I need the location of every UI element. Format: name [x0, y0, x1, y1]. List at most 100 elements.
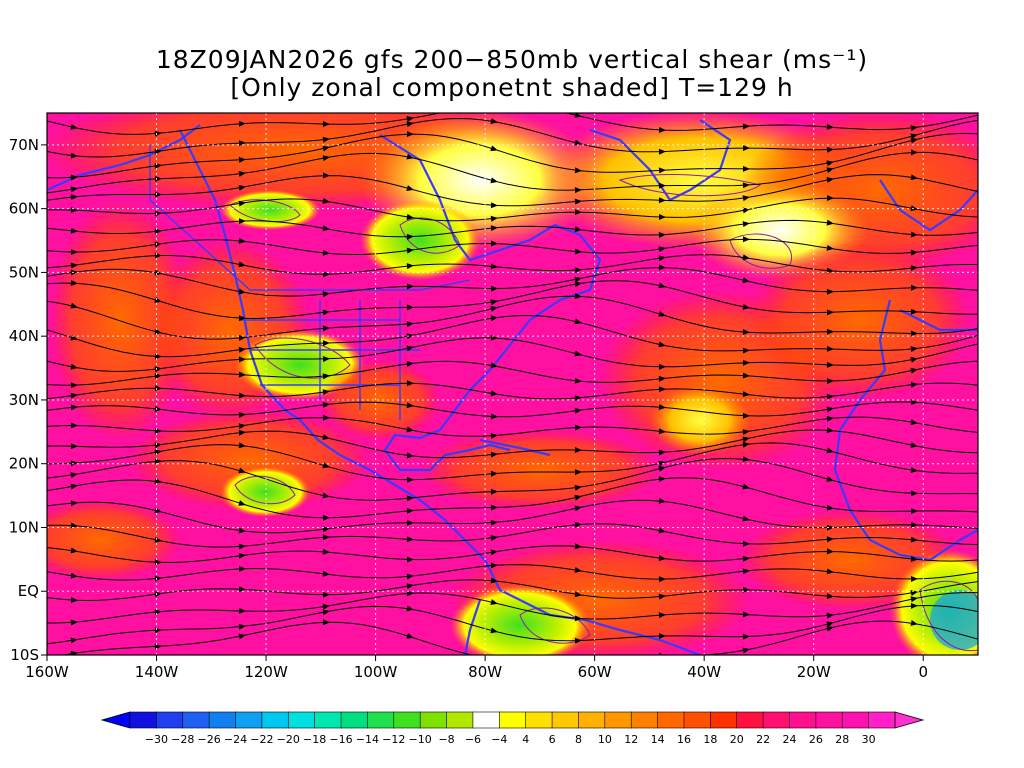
streamline-arrow [574, 424, 582, 431]
streamline-arrow [238, 392, 246, 399]
colorbar-swatch [156, 711, 184, 729]
streamline-arrow [70, 422, 78, 429]
streamline-arrow [658, 576, 666, 583]
streamline-arrow [910, 265, 918, 272]
streamline-arrow [742, 391, 750, 398]
streamline-arrow [322, 619, 330, 626]
streamline-arrow [70, 572, 78, 579]
streamline-arrow [574, 350, 582, 357]
streamline-arrow [70, 472, 78, 479]
streamline-arrow [70, 262, 78, 269]
streamline-arrow [406, 519, 414, 526]
streamline-arrow [910, 381, 918, 388]
x-tick-label: 120W [244, 663, 288, 681]
streamline-arrow [406, 121, 414, 128]
streamline-arrow [490, 118, 498, 124]
streamline-arrow [406, 507, 414, 514]
streamline-arrow [70, 382, 78, 389]
streamline-arrow [322, 609, 330, 616]
streamline-arrow [238, 586, 246, 593]
streamline-arrow [574, 566, 582, 573]
streamline-arrow [70, 174, 78, 181]
streamline-arrow [490, 145, 498, 152]
streamline-arrow [826, 625, 834, 632]
streamline-arrow [238, 552, 246, 559]
streamline-arrow [658, 341, 666, 348]
streamline-arrow [742, 647, 750, 654]
colorbar-label: 28 [835, 733, 849, 746]
colorbar-label: −28 [171, 733, 194, 746]
streamline-arrow [406, 247, 414, 254]
streamline-arrow [742, 483, 750, 490]
streamline [47, 295, 978, 340]
streamline-arrow [322, 271, 330, 278]
streamline-arrow [490, 306, 498, 312]
streamline-arrow [574, 267, 582, 274]
colorbar-label: −22 [250, 733, 273, 746]
y-axis: 70N 60N 50N 40N 30N 20N 10N EQ 10S [9, 136, 47, 664]
streamline [47, 416, 978, 437]
streamline-arrow [742, 329, 750, 336]
streamline-arrow [70, 249, 78, 256]
streamline-arrow [742, 436, 750, 443]
streamline-arrow [658, 214, 666, 221]
colorbar-swatch [446, 711, 474, 729]
colorbar-swatch [340, 711, 369, 729]
colorbar-label: 10 [598, 733, 612, 746]
streamline-arrow [490, 535, 498, 541]
streamline-arrow [406, 321, 414, 328]
streamline-arrow [742, 254, 750, 261]
streamline-arrow [238, 371, 246, 378]
streamline-arrow [826, 345, 834, 352]
streamline-arrow [238, 356, 246, 363]
streamline-arrow [910, 521, 918, 528]
colorbar-swatch [815, 711, 843, 729]
streamline-arrow [406, 214, 414, 220]
streamline-arrow [238, 411, 246, 418]
colorbar-swatch [235, 711, 263, 729]
colorbar-label: −18 [303, 733, 326, 746]
colorbar-label: −30 [145, 733, 168, 746]
colorbar-label: 18 [703, 733, 717, 746]
streamline-arrow [742, 429, 750, 436]
streamline-arrow [826, 309, 834, 316]
streamline-arrow [490, 202, 498, 209]
streamline-arrow [322, 534, 330, 541]
streamline-arrow [322, 514, 330, 521]
streamline-arrow [490, 240, 498, 247]
chart-title-line-1: 18Z09JAN2026 gfs 200−850mb vertical shea… [155, 45, 869, 74]
streamline-arrow [574, 446, 582, 453]
streamline-arrow [238, 633, 246, 640]
streamline-arrow [406, 131, 414, 138]
streamline-arrow [238, 543, 246, 550]
streamline-arrow [154, 130, 162, 137]
x-axis: 160W 140W 120W 100W 80W 60W 40W 20W 0 [25, 655, 928, 681]
streamline-arrow [322, 462, 330, 469]
streamline-arrow [826, 612, 834, 619]
streamline-arrow [658, 167, 666, 174]
streamline-arrow [826, 536, 834, 543]
streamline-arrow [826, 476, 834, 482]
streamline-arrow [826, 427, 834, 434]
streamline-arrow [826, 524, 834, 531]
streamline-arrow [70, 152, 78, 159]
streamline-arrow [574, 407, 582, 414]
streamline-arrow [742, 165, 750, 172]
colorbar-swatch [630, 711, 659, 729]
streamline-arrow [574, 591, 582, 598]
streamline-arrow [574, 187, 582, 194]
streamline-arrow [238, 565, 246, 572]
streamline-arrow [742, 221, 750, 228]
colorbar-label: −16 [329, 733, 352, 746]
streamline [47, 429, 978, 459]
streamline-arrow [658, 527, 666, 534]
streamline-arrow [742, 456, 750, 463]
streamline-arrow [490, 362, 498, 369]
streamline-arrow [70, 522, 78, 529]
streamline-arrow [742, 633, 750, 640]
streamline-arrow [490, 562, 498, 569]
streamline-arrow [658, 282, 666, 289]
streamline-arrow [574, 637, 582, 644]
streamline-arrow [826, 447, 834, 454]
streamline-arrow [826, 406, 834, 413]
